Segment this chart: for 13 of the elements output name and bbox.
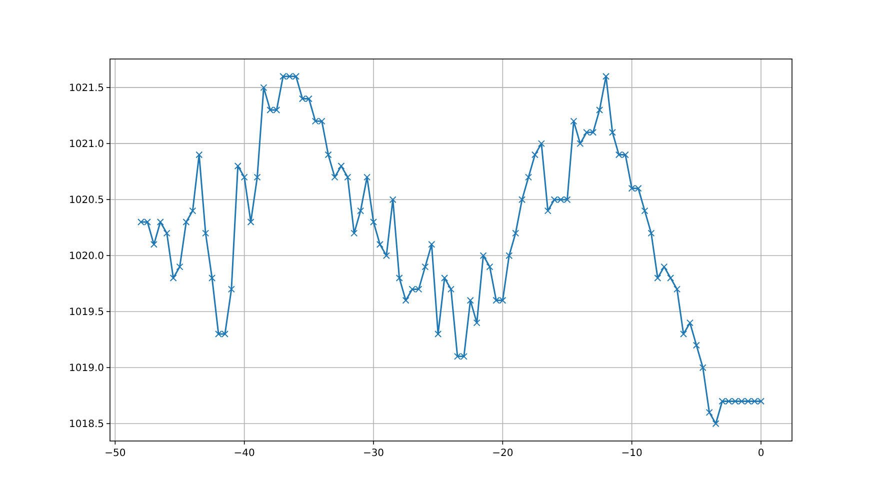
x-tick-label: −50 (104, 448, 126, 459)
y-tick-label: 1019.0 (69, 363, 104, 374)
y-tick-label: 1018.5 (69, 419, 104, 430)
x-tick-label: 0 (758, 448, 764, 459)
x-tick-label: −10 (621, 448, 642, 459)
x-tick-label: −30 (362, 448, 384, 459)
y-tick-label: 1020.0 (69, 251, 104, 262)
y-tick-label: 1019.5 (69, 307, 104, 318)
y-tick-label: 1021.5 (69, 83, 104, 94)
y-tick-label: 1021.0 (69, 139, 104, 150)
x-tick-label: −40 (234, 448, 255, 459)
y-tick-label: 1020.5 (69, 195, 104, 206)
x-tick-label: −20 (492, 448, 514, 459)
